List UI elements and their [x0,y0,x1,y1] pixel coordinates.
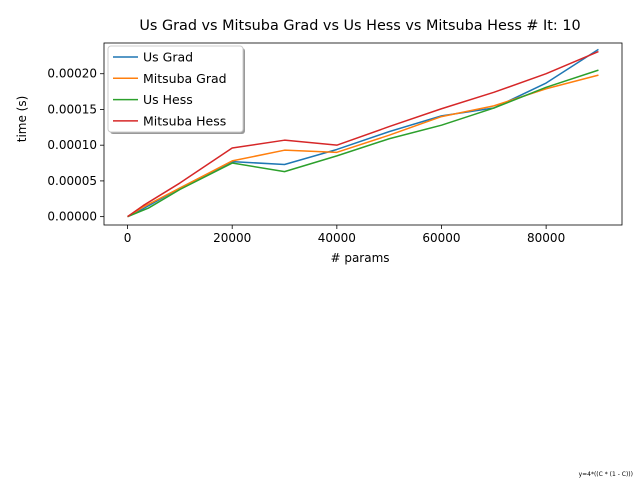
footnote: y=4*((C * (1 - C))) [579,471,633,478]
series-line-mitsuba-grad [127,74,599,218]
chart-title: Us Grad vs Mitsuba Grad vs Us Hess vs Mi… [139,18,580,34]
y-tick-label: 0.00020 [47,67,97,81]
legend-label: Us Hess [143,92,193,107]
legend-box [107,45,244,133]
y-tick-label: 0.00005 [47,174,97,188]
x-tick-label: 60000 [422,231,460,245]
series-line-mitsuba-hess [127,50,599,218]
x-tick-label: 0 [124,231,132,245]
x-tick-label: 40000 [318,231,356,245]
legend-label: Mitsuba Grad [143,71,227,86]
y-tick-label: 0.00000 [47,210,97,224]
y-tick-label: 0.00015 [47,102,97,116]
y-axis-label: time (s) [15,96,29,143]
series-lines [127,48,599,218]
legend: Us Grad Mitsuba Grad Us Hess Mitsuba Hess [107,45,245,134]
x-tick-label: 80000 [527,231,565,245]
legend-label: Us Grad [143,50,193,65]
y-tick-label: 0.00010 [47,138,97,152]
plot-frame [103,42,623,226]
x-tick-label: 20000 [213,231,251,245]
series-line-us-hess [127,69,599,218]
x-axis-label: # params [330,251,389,265]
legend-label: Mitsuba Hess [143,113,226,128]
y-axis-ticks: 0.00000 0.00005 0.00010 0.00015 0.00020 [47,67,104,224]
x-axis-ticks: 0 20000 40000 60000 80000 [124,225,565,245]
